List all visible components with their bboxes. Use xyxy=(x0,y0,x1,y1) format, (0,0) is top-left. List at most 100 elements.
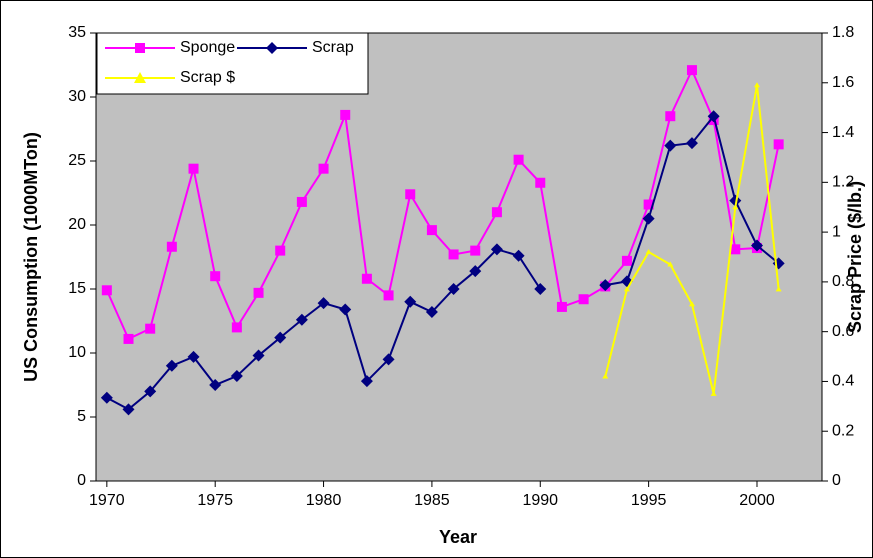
y-tick-label: 30 xyxy=(68,88,86,105)
legend-label: Scrap xyxy=(312,39,354,56)
y2-tick-label: 1 xyxy=(832,223,841,240)
marker xyxy=(534,283,547,295)
y2-tick-label: 0.2 xyxy=(832,422,854,439)
marker xyxy=(144,385,157,398)
marker xyxy=(643,199,654,210)
marker xyxy=(360,375,373,388)
marker xyxy=(686,65,697,76)
marker xyxy=(166,241,177,252)
marker xyxy=(165,359,178,372)
marker xyxy=(730,244,741,255)
marker xyxy=(101,285,112,296)
y2-tick-label: 1.8 xyxy=(832,24,854,41)
y-tick-label: 0 xyxy=(77,472,86,489)
marker xyxy=(210,271,221,282)
marker xyxy=(710,390,717,396)
legend-label: Scrap $ xyxy=(180,69,235,86)
marker xyxy=(535,177,546,188)
marker xyxy=(230,370,243,383)
marker xyxy=(599,279,612,292)
y-tick-label: 20 xyxy=(68,216,86,233)
marker xyxy=(122,403,135,416)
marker xyxy=(361,273,372,284)
marker xyxy=(602,373,609,379)
y-tick-label: 25 xyxy=(68,152,86,169)
marker xyxy=(404,295,417,308)
marker xyxy=(621,255,632,266)
marker xyxy=(556,301,567,312)
y-tick-label: 5 xyxy=(77,408,86,425)
x-tick-label: 1975 xyxy=(197,492,233,509)
marker xyxy=(317,297,330,310)
x-tick-label: 1980 xyxy=(306,492,342,509)
y2-tick-label: 1.2 xyxy=(832,174,854,191)
marker xyxy=(134,72,146,83)
marker xyxy=(209,379,222,391)
marker xyxy=(512,249,525,262)
marker xyxy=(252,349,265,362)
marker xyxy=(447,283,460,295)
y2-axis-title: Scrap Price ($/lb.) xyxy=(845,181,865,333)
marker xyxy=(667,261,674,267)
marker xyxy=(135,43,145,53)
marker xyxy=(491,207,502,218)
x-tick-label: 1995 xyxy=(631,492,667,509)
marker xyxy=(470,245,481,256)
marker xyxy=(339,303,352,316)
marker xyxy=(383,290,394,301)
marker xyxy=(775,286,782,292)
marker xyxy=(665,111,676,122)
marker xyxy=(123,333,134,344)
marker xyxy=(513,154,524,165)
marker xyxy=(382,353,395,366)
marker xyxy=(623,286,630,292)
x-tick-label: 1970 xyxy=(89,492,125,509)
marker xyxy=(642,212,655,225)
y2-tick-label: 0 xyxy=(832,472,841,489)
marker xyxy=(425,306,438,319)
marker xyxy=(664,139,677,152)
marker xyxy=(188,163,199,174)
x-tick-label: 1990 xyxy=(522,492,558,509)
marker xyxy=(231,322,242,333)
marker xyxy=(469,265,482,278)
y-tick-label: 15 xyxy=(68,280,86,297)
y2-tick-label: 0.4 xyxy=(832,373,854,390)
y2-tick-label: 1.4 xyxy=(832,124,854,141)
y-axis-title: US Consumption (1000MTon) xyxy=(21,132,41,382)
marker xyxy=(145,323,156,334)
y2-tick-label: 0.6 xyxy=(832,323,854,340)
marker xyxy=(732,204,739,210)
marker xyxy=(340,109,351,120)
marker xyxy=(753,82,760,88)
marker xyxy=(266,42,278,54)
marker xyxy=(274,331,287,344)
marker xyxy=(100,391,113,404)
marker xyxy=(750,239,763,252)
marker xyxy=(296,196,307,207)
marker xyxy=(405,189,416,200)
marker xyxy=(253,287,264,298)
plot-area xyxy=(95,32,823,482)
marker xyxy=(773,139,784,150)
y-tick-label: 35 xyxy=(68,24,86,41)
y-tick-label: 10 xyxy=(68,344,86,361)
y2-tick-label: 1.6 xyxy=(832,74,854,91)
marker xyxy=(426,225,437,236)
marker xyxy=(729,194,742,207)
x-tick-label: 1985 xyxy=(414,492,450,509)
y2-tick-label: 0.8 xyxy=(832,273,854,290)
marker xyxy=(707,110,720,123)
series-line xyxy=(105,67,780,341)
marker xyxy=(318,163,329,174)
marker xyxy=(688,301,695,307)
legend-label: Sponge xyxy=(180,39,235,56)
marker xyxy=(295,313,308,326)
marker xyxy=(275,245,286,256)
marker xyxy=(645,249,652,255)
x-axis-title: Year xyxy=(439,527,477,547)
marker xyxy=(187,350,200,363)
marker xyxy=(448,249,459,260)
marker xyxy=(685,137,698,150)
